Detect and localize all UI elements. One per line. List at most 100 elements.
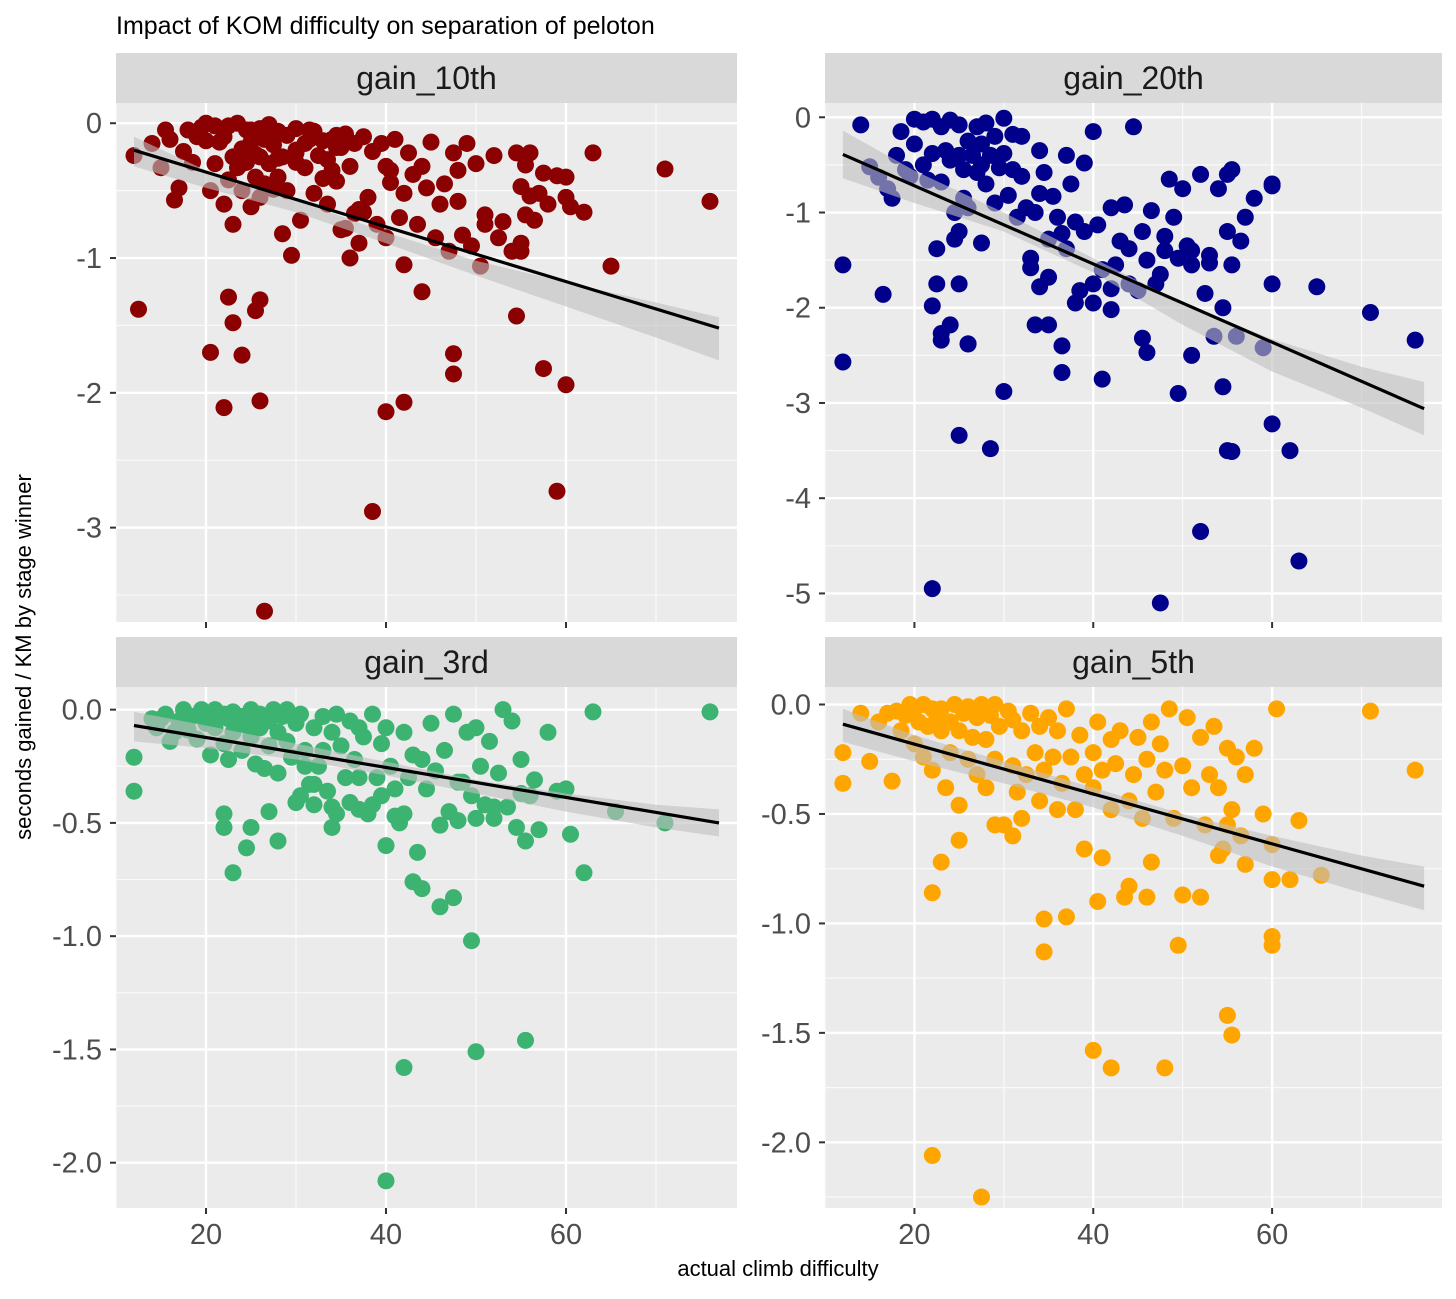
data-point <box>449 161 467 179</box>
data-point <box>1133 223 1151 241</box>
data-point <box>1361 702 1379 720</box>
data-point <box>494 213 512 231</box>
data-point <box>999 186 1017 204</box>
data-point <box>1156 242 1174 260</box>
x-tick-label: 20 <box>190 1219 222 1251</box>
data-point <box>220 288 237 306</box>
data-point <box>562 198 579 216</box>
data-point <box>1151 735 1169 753</box>
data-point <box>1245 739 1263 757</box>
data-point <box>328 805 345 823</box>
data-point <box>1044 748 1062 766</box>
data-point <box>834 774 852 792</box>
data-point <box>233 155 251 173</box>
data-point <box>233 346 251 364</box>
data-point <box>1192 523 1210 541</box>
data-point <box>292 705 309 723</box>
data-point <box>1281 871 1299 889</box>
data-point <box>923 144 941 162</box>
strip-background <box>825 637 1442 687</box>
data-point <box>404 873 422 891</box>
data-point <box>950 223 968 241</box>
data-point <box>373 134 390 152</box>
data-point <box>923 1146 941 1164</box>
data-point <box>968 709 986 727</box>
data-point <box>503 712 521 730</box>
data-point <box>472 757 489 775</box>
data-point <box>485 147 503 165</box>
data-point <box>467 719 485 737</box>
data-point <box>1308 278 1326 296</box>
trend-line <box>842 152 1425 411</box>
data-point <box>955 161 973 179</box>
data-point <box>535 360 552 378</box>
data-point <box>256 760 273 778</box>
data-point <box>932 853 950 871</box>
data-point <box>328 705 345 723</box>
data-point <box>1084 744 1102 762</box>
y-tick-label: -1 <box>76 243 102 275</box>
data-point <box>928 275 946 293</box>
data-point <box>1268 700 1286 718</box>
data-point <box>274 225 291 243</box>
data-point <box>1201 254 1219 272</box>
data-point <box>391 209 408 227</box>
y-tick-label: -2 <box>76 378 102 410</box>
strip-label: gain_10th <box>356 60 497 96</box>
y-tick-label: -2.0 <box>761 1127 811 1159</box>
data-point <box>355 728 372 746</box>
data-point <box>923 884 941 902</box>
data-point <box>215 818 233 836</box>
data-point <box>874 285 892 303</box>
data-point <box>251 392 269 410</box>
data-point <box>1223 256 1241 274</box>
y-tick-label: -4 <box>785 483 811 515</box>
data-point <box>1031 184 1049 202</box>
facet-panels: gain_10th0-1-2-3gain_20th0-1-2-3-4-5gain… <box>52 53 1442 1251</box>
data-point <box>422 133 440 151</box>
data-point <box>1089 713 1107 731</box>
data-point <box>431 195 449 213</box>
data-point <box>202 343 219 361</box>
data-point <box>508 818 525 836</box>
data-point <box>986 127 1004 145</box>
data-point <box>905 135 923 153</box>
data-point <box>224 215 242 233</box>
data-point <box>1120 240 1138 258</box>
data-point <box>215 399 233 417</box>
data-point <box>409 843 426 861</box>
data-point <box>1048 208 1066 226</box>
data-point <box>1142 202 1160 220</box>
data-point <box>950 116 968 134</box>
data-point <box>892 123 910 141</box>
data-point <box>1053 337 1071 355</box>
data-point <box>1075 766 1093 784</box>
y-tick-label: -1.0 <box>761 908 811 940</box>
data-point <box>508 144 525 162</box>
data-point <box>539 195 557 213</box>
y-tick-label: -3 <box>785 388 811 420</box>
data-point <box>1174 757 1192 775</box>
data-point <box>445 345 462 363</box>
data-point <box>1236 766 1254 784</box>
strip-label: gain_3rd <box>364 644 489 680</box>
data-point <box>364 705 381 723</box>
data-point <box>575 864 593 882</box>
data-point <box>296 757 314 775</box>
strip-background <box>116 637 737 687</box>
data-point <box>1031 278 1049 296</box>
panel-background <box>825 687 1442 1208</box>
data-point <box>125 748 143 766</box>
data-point <box>1169 249 1187 267</box>
y-tick-label: 0 <box>795 102 811 134</box>
data-point <box>1093 849 1111 867</box>
data-point <box>161 130 179 148</box>
data-point <box>1093 761 1111 779</box>
data-point <box>355 128 372 146</box>
panel-gain_20th: gain_20th 0 -1 -2 -3 -4 -5 <box>785 53 1442 628</box>
data-point <box>215 805 233 823</box>
data-point <box>1151 594 1169 612</box>
data-point <box>1062 175 1080 193</box>
data-point <box>1026 316 1044 334</box>
